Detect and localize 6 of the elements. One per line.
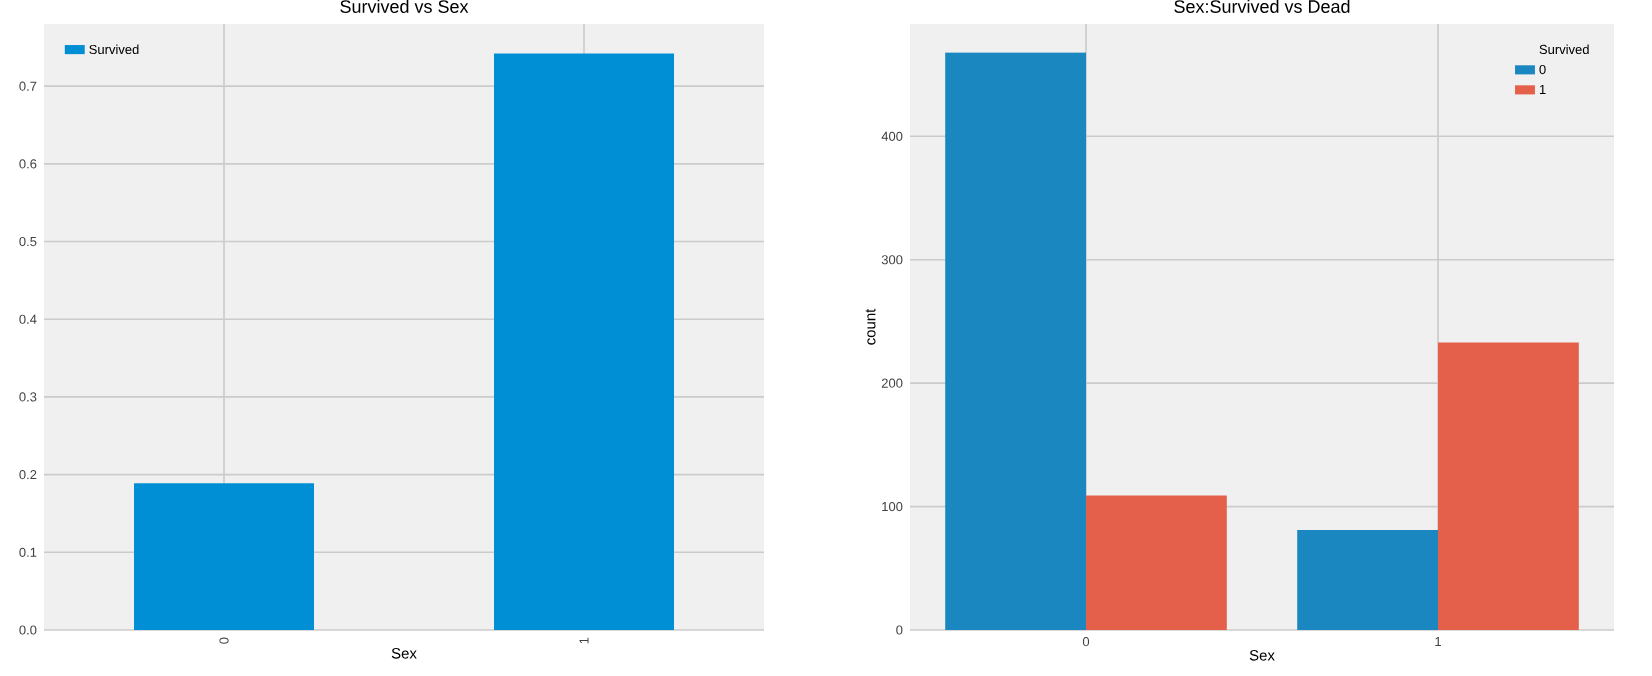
chart-title: Sex:Survived vs Dead	[1174, 0, 1350, 13]
bar	[1438, 342, 1579, 630]
chart-title: Survived vs Sex	[340, 0, 469, 13]
bar	[1297, 530, 1439, 630]
bar	[945, 52, 1087, 630]
bar	[1086, 495, 1227, 630]
